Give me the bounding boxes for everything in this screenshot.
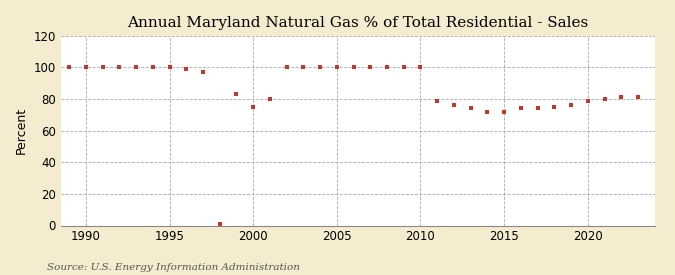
Text: Source: U.S. Energy Information Administration: Source: U.S. Energy Information Administ… xyxy=(47,263,300,272)
Y-axis label: Percent: Percent xyxy=(15,107,28,154)
Title: Annual Maryland Natural Gas % of Total Residential - Sales: Annual Maryland Natural Gas % of Total R… xyxy=(127,16,589,31)
